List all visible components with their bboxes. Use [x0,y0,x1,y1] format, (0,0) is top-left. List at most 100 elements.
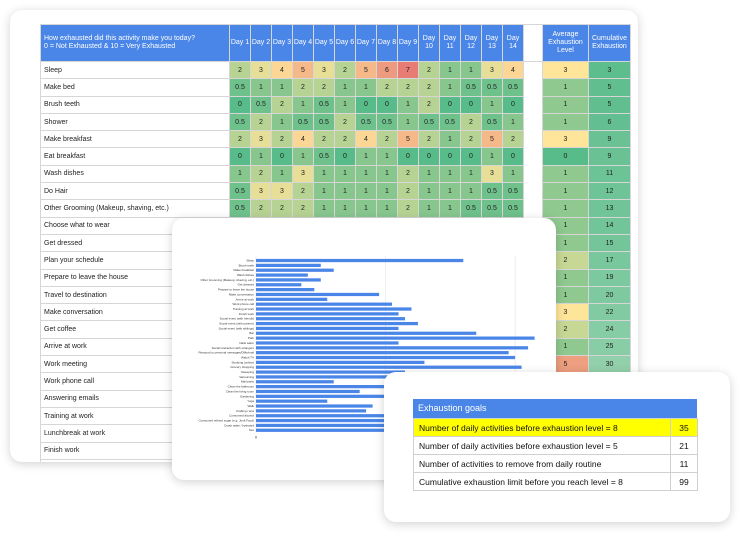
day-value-cell[interactable]: 1 [439,78,461,97]
day-value-cell[interactable]: 0.5 [481,199,503,218]
day-value-cell[interactable]: 0 [397,147,419,166]
activity-cell[interactable]: Brush teeth [40,95,230,114]
day-value-cell[interactable]: 1 [376,182,398,201]
average-cell[interactable]: 0 [542,147,589,166]
cumulative-cell[interactable]: 5 [588,95,631,114]
goal-value[interactable]: 35 [670,418,698,437]
day-value-cell[interactable]: 2 [418,130,440,149]
day-value-cell[interactable]: 2 [334,130,356,149]
day-value-cell[interactable]: 0 [502,147,524,166]
day-value-cell[interactable]: 3 [481,164,503,184]
day-value-cell[interactable]: 2 [502,130,524,149]
activity-cell[interactable]: Make breakfast [40,130,230,149]
cumulative-cell[interactable]: 5 [588,78,631,97]
day-value-cell[interactable]: 0.5 [502,78,524,97]
day-value-cell[interactable]: 1 [439,164,461,184]
activity-cell[interactable]: Do Hair [40,182,230,201]
average-cell[interactable]: 1 [542,199,589,218]
day-value-cell[interactable]: 2 [418,95,440,114]
day-value-cell[interactable]: 1 [334,199,356,218]
cumulative-cell[interactable]: 25 [588,337,631,357]
day-value-cell[interactable]: 0.5 [439,112,461,132]
day-value-cell[interactable]: 2 [229,130,251,149]
day-value-cell[interactable]: 2 [376,130,398,149]
day-value-cell[interactable]: 2 [250,199,272,218]
activity-cell[interactable]: Eat breakfast [40,147,230,166]
day-value-cell[interactable]: 0.5 [313,112,335,132]
day-value-cell[interactable]: 0.5 [460,78,482,97]
average-cell[interactable]: 1 [542,112,589,132]
day-value-cell[interactable]: 1 [271,164,293,184]
day-value-cell[interactable]: 1 [460,164,482,184]
day-value-cell[interactable]: 1 [460,182,482,201]
day-value-cell[interactable]: 0.5 [229,112,251,132]
average-cell[interactable]: 3 [542,60,589,80]
goal-label[interactable]: Number of daily activities before exhaus… [413,418,671,437]
day-value-cell[interactable]: 1 [292,147,314,166]
day-value-cell[interactable]: 5 [397,130,419,149]
day-value-cell[interactable]: 1 [271,78,293,97]
day-value-cell[interactable]: 2 [292,199,314,218]
day-value-cell[interactable]: 4 [292,130,314,149]
day-value-cell[interactable]: 0.5 [418,112,440,132]
day-value-cell[interactable]: 0 [418,147,440,166]
day-value-cell[interactable]: 0.5 [229,199,251,218]
day-value-cell[interactable]: 2 [397,164,419,184]
day-value-cell[interactable]: 0.5 [250,95,272,114]
day-value-cell[interactable]: 0.5 [481,78,503,97]
activity-cell[interactable]: Make bed [40,78,230,97]
day-value-cell[interactable]: 1 [481,95,503,114]
day-value-cell[interactable]: 1 [397,112,419,132]
day-value-cell[interactable]: 2 [313,78,335,97]
average-cell[interactable]: 1 [542,182,589,201]
day-value-cell[interactable]: 3 [313,60,335,80]
day-value-cell[interactable]: 1 [313,164,335,184]
day-value-cell[interactable]: 0.5 [313,95,335,114]
day-value-cell[interactable]: 2 [292,182,314,201]
average-cell[interactable]: 1 [542,78,589,97]
day-value-cell[interactable]: 2 [397,182,419,201]
day-value-cell[interactable]: 5 [292,60,314,80]
cumulative-cell[interactable]: 19 [588,268,631,287]
day-value-cell[interactable]: 1 [271,112,293,132]
day-value-cell[interactable]: 1 [334,182,356,201]
goal-label[interactable]: Cumulative exhaustion limit before you r… [413,472,671,491]
goal-label[interactable]: Number of activities to remove from dail… [413,454,671,473]
day-value-cell[interactable]: 2 [418,78,440,97]
goal-label[interactable]: Number of daily activities before exhaus… [413,436,671,455]
cumulative-cell[interactable]: 9 [588,130,631,149]
day-value-cell[interactable]: 0.5 [502,182,524,201]
day-value-cell[interactable]: 0.5 [313,147,335,166]
day-value-cell[interactable]: 2 [271,130,293,149]
day-value-cell[interactable]: 0.5 [229,78,251,97]
day-value-cell[interactable]: 0 [334,147,356,166]
day-value-cell[interactable]: 1 [355,199,377,218]
day-value-cell[interactable]: 2 [229,60,251,80]
day-value-cell[interactable]: 2 [397,199,419,218]
day-value-cell[interactable]: 1 [439,199,461,218]
cumulative-cell[interactable]: 9 [588,147,631,166]
day-value-cell[interactable]: 1 [481,147,503,166]
cumulative-cell[interactable]: 11 [588,164,631,184]
activity-cell[interactable]: Sleep [40,60,230,80]
day-value-cell[interactable]: 0 [229,95,251,114]
average-cell[interactable]: 1 [542,95,589,114]
day-value-cell[interactable]: 2 [397,78,419,97]
day-value-cell[interactable]: 7 [397,60,419,80]
day-value-cell[interactable]: 1 [376,164,398,184]
day-value-cell[interactable]: 1 [376,147,398,166]
day-value-cell[interactable]: 1 [502,164,524,184]
cumulative-cell[interactable]: 20 [588,285,631,305]
day-value-cell[interactable]: 1 [250,78,272,97]
day-value-cell[interactable]: 0 [271,147,293,166]
day-value-cell[interactable]: 1 [334,95,356,114]
day-value-cell[interactable]: 2 [250,164,272,184]
day-value-cell[interactable]: 0 [355,95,377,114]
day-value-cell[interactable]: 4 [271,60,293,80]
day-value-cell[interactable]: 3 [292,164,314,184]
day-value-cell[interactable]: 0.5 [376,112,398,132]
day-value-cell[interactable]: 2 [292,78,314,97]
day-value-cell[interactable]: 0.5 [481,182,503,201]
day-value-cell[interactable]: 2 [313,130,335,149]
day-value-cell[interactable]: 1 [502,112,524,132]
